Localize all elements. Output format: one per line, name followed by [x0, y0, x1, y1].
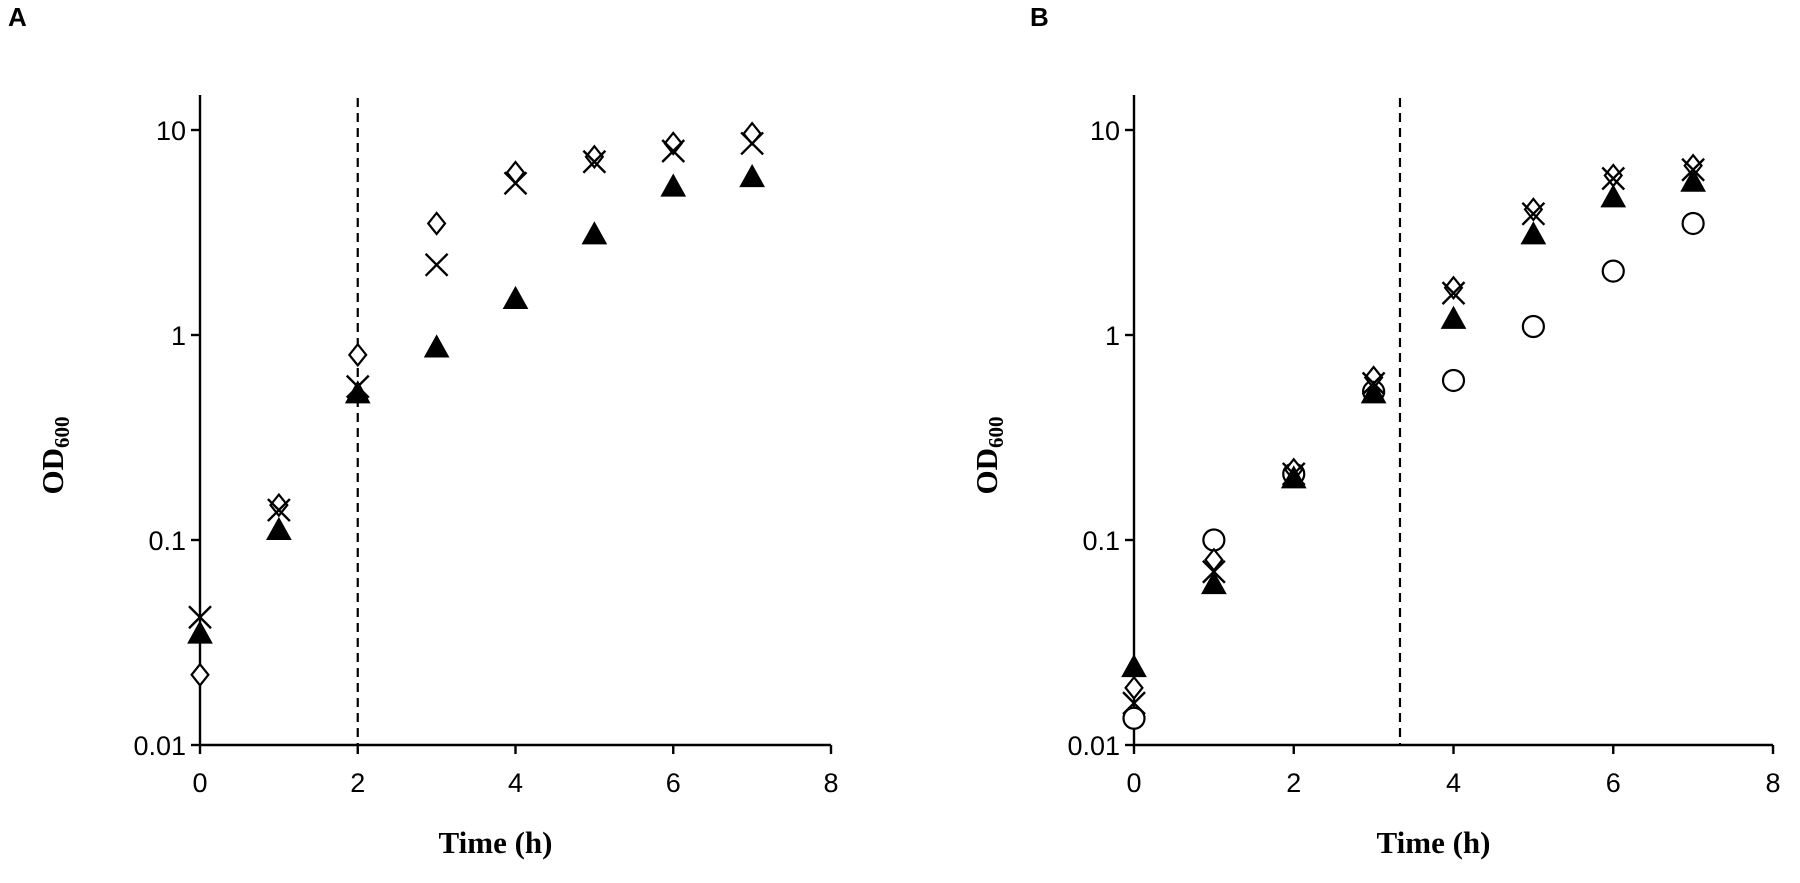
data-point-triangle-filled — [660, 173, 687, 197]
y-tick-label: 0.01 — [1067, 731, 1120, 761]
data-point-circle-open — [1601, 259, 1625, 283]
data-point-circle-open — [1681, 211, 1705, 236]
y-axis-title-main: OD — [969, 448, 1004, 495]
data-point-x — [1122, 691, 1146, 716]
data-point-x — [1601, 166, 1626, 191]
x-tick-label: 4 — [508, 768, 523, 798]
data-point-x — [188, 605, 212, 630]
x-tick-label: 0 — [1126, 768, 1141, 798]
x-tick-label: 0 — [192, 768, 207, 798]
data-point-triangle-filled — [581, 221, 608, 245]
y-axis-title-subscript: 600 — [50, 417, 74, 449]
data-point-triangle-filled — [1520, 221, 1547, 245]
data-point-triangle-filled — [1680, 168, 1706, 192]
panel-b: B 0.01 0.1 1 10 0 2 4 6 8 Time (h) OD600 — [969, 2, 1781, 860]
x-tick-label: 2 — [350, 768, 365, 798]
data-point-circle-open — [1202, 528, 1226, 552]
series-circle-open — [1122, 211, 1705, 730]
data-point-triangle-filled — [423, 334, 450, 358]
data-point-triangle-filled — [1600, 184, 1627, 208]
data-point-triangle-filled — [1280, 465, 1307, 489]
x-tick-label: 6 — [666, 768, 681, 798]
panel-label: B — [1030, 2, 1049, 32]
data-point-triangle-filled — [1201, 570, 1227, 595]
data-point-diamond-open — [584, 144, 605, 170]
series-triangle-filled — [1121, 168, 1706, 678]
data-point-x — [1441, 281, 1466, 306]
data-point-circle-open — [1521, 314, 1545, 339]
data-point-triangle-filled — [502, 285, 529, 310]
x-tick-label: 8 — [1765, 768, 1780, 798]
y-tick-label: 1 — [1105, 321, 1120, 351]
data-point-diamond-open — [1523, 197, 1544, 222]
y-tick-label: 0.1 — [148, 526, 186, 556]
data-point-circle-open — [1122, 706, 1146, 730]
data-point-diamond-open — [426, 211, 447, 236]
y-tick-label: 0.01 — [133, 731, 186, 761]
data-point-triangle-filled — [266, 516, 292, 541]
y-axis-title: OD600 — [969, 417, 1008, 495]
data-point-x — [267, 498, 291, 522]
series-diamond-open — [1124, 153, 1703, 701]
x-axis-title: Time (h) — [439, 825, 553, 860]
y-tick-label: 1 — [171, 321, 186, 351]
x-tick-label: 4 — [1446, 768, 1461, 798]
data-point-x — [661, 139, 686, 163]
data-point-x — [424, 252, 449, 277]
data-point-x — [740, 131, 764, 156]
data-point-x — [503, 171, 528, 196]
data-point-diamond-open — [742, 121, 762, 146]
y-tick-label: 10 — [1090, 116, 1120, 146]
data-point-triangle-filled — [1121, 654, 1147, 678]
data-point-x — [1521, 201, 1546, 226]
data-point-x — [582, 149, 607, 174]
data-point-diamond-open — [190, 662, 210, 688]
data-point-triangle-filled — [344, 380, 371, 404]
data-point-diamond-open — [505, 160, 526, 185]
x-tick-label: 2 — [1286, 768, 1301, 798]
data-point-diamond-open — [347, 342, 368, 368]
series-diamond-open — [190, 121, 762, 688]
data-point-circle-open — [1441, 368, 1466, 393]
y-axis-title: OD600 — [35, 417, 74, 495]
x-tick-label: 8 — [823, 768, 838, 798]
x-tick-label: 6 — [1606, 768, 1621, 798]
data-point-triangle-filled — [1360, 380, 1387, 404]
data-point-diamond-open — [1443, 275, 1464, 301]
data-point-triangle-filled — [187, 620, 213, 644]
y-tick-label: 0.1 — [1082, 526, 1120, 556]
data-point-diamond-open — [663, 131, 684, 156]
series-triangle-filled — [187, 163, 765, 644]
data-point-diamond-open — [269, 492, 289, 518]
panel-a: A 0.01 0.1 1 10 0 2 4 6 8 Time (h) OD600 — [8, 2, 839, 860]
data-point-triangle-filled — [1440, 305, 1467, 329]
panel-label: A — [8, 2, 27, 32]
data-point-triangle-filled — [739, 163, 765, 188]
data-point-diamond-open — [1124, 675, 1144, 701]
series-x — [1122, 157, 1705, 716]
y-axis-title-main: OD — [35, 448, 70, 495]
y-tick-label: 10 — [156, 116, 186, 146]
x-axis-title: Time (h) — [1377, 825, 1491, 860]
y-axis-title-subscript: 600 — [984, 417, 1008, 449]
series-x — [188, 131, 764, 630]
